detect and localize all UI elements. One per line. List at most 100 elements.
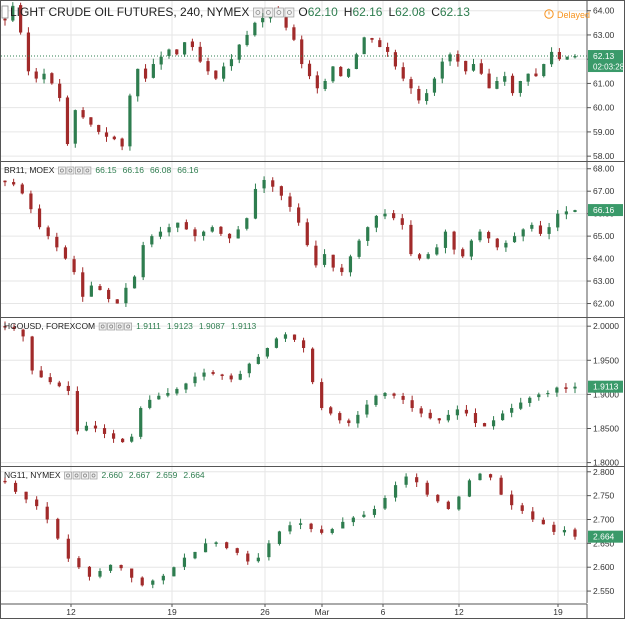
candle bbox=[365, 400, 369, 418]
candle-body bbox=[24, 491, 28, 500]
candle-body bbox=[46, 227, 50, 237]
candle-body bbox=[446, 414, 450, 421]
pane-legend: HGOUSD, FOREXCOM 1.9111 1.9123 1.9087 1.9113 bbox=[4, 321, 257, 331]
price-axis[interactable]: 2.800 2.750 2.700 2.650 2.600 2.550 2.664 bbox=[586, 467, 623, 603]
close-icon[interactable] bbox=[83, 166, 92, 175]
candle-body bbox=[552, 524, 556, 532]
add-icon-glyph bbox=[117, 324, 122, 329]
close-icon[interactable] bbox=[124, 322, 133, 331]
close-icon[interactable] bbox=[89, 471, 98, 480]
add-icon-glyph bbox=[276, 10, 282, 15]
add-icon[interactable] bbox=[81, 471, 89, 480]
candle bbox=[111, 429, 116, 443]
add-icon[interactable] bbox=[274, 7, 284, 18]
candle-body bbox=[338, 413, 342, 421]
candle bbox=[510, 490, 514, 510]
candle-body bbox=[410, 400, 414, 409]
candle-body bbox=[503, 76, 507, 82]
candles bbox=[3, 472, 577, 589]
candle-body bbox=[58, 83, 62, 98]
add-icon[interactable] bbox=[115, 322, 124, 331]
candle bbox=[3, 17, 7, 26]
candle bbox=[555, 386, 559, 397]
candle-body bbox=[77, 558, 81, 568]
candle bbox=[277, 530, 282, 546]
candle-body bbox=[235, 548, 239, 553]
settings-icon[interactable] bbox=[66, 166, 75, 175]
candle-body bbox=[510, 75, 515, 94]
candle bbox=[166, 388, 170, 398]
candle bbox=[66, 534, 70, 562]
candle-body bbox=[66, 385, 70, 391]
candle bbox=[235, 547, 239, 556]
candle-body bbox=[229, 59, 234, 67]
candle bbox=[12, 324, 16, 331]
candle bbox=[211, 370, 215, 376]
candle-body bbox=[311, 348, 315, 383]
candle-body bbox=[167, 227, 171, 233]
ohlc-value: 62.10 bbox=[308, 5, 338, 19]
candle-body bbox=[190, 41, 194, 48]
add-icon[interactable] bbox=[75, 166, 83, 175]
eye-icon[interactable] bbox=[98, 322, 107, 331]
candle-body bbox=[339, 66, 343, 77]
candle bbox=[167, 223, 171, 237]
candle-body bbox=[393, 485, 398, 498]
candle bbox=[20, 182, 24, 195]
candle bbox=[400, 214, 404, 230]
candle-body bbox=[98, 286, 102, 291]
price-axis[interactable]: 64.0063.0062.0061.0060.0059.0058.0062.13… bbox=[586, 1, 625, 161]
close-icon-frame bbox=[83, 166, 92, 175]
candle bbox=[404, 473, 408, 488]
settings-icon[interactable] bbox=[263, 7, 274, 18]
candle bbox=[298, 518, 303, 530]
candle bbox=[392, 392, 396, 399]
candle bbox=[161, 573, 165, 585]
candle bbox=[348, 254, 353, 277]
pane-legend: LIGHT CRUDE OIL FUTURES, 240, NYMEX O 62.1… bbox=[1, 5, 470, 19]
candle bbox=[253, 183, 258, 220]
price-tick-label: 67.00 bbox=[593, 186, 615, 196]
candle-body bbox=[210, 227, 214, 232]
candle-body bbox=[139, 408, 143, 437]
candle-body bbox=[119, 564, 123, 569]
candle-body bbox=[3, 180, 7, 183]
price-axis[interactable]: 2.0000 1.9500 1.9000 1.8500 1.8000 1.9113 bbox=[586, 318, 623, 468]
close-icon[interactable] bbox=[284, 7, 295, 18]
candle bbox=[84, 421, 89, 432]
candle bbox=[227, 233, 232, 244]
candle bbox=[48, 373, 52, 385]
candle bbox=[136, 68, 140, 102]
candle bbox=[314, 240, 318, 268]
candle-body bbox=[13, 482, 18, 492]
candle bbox=[202, 368, 206, 381]
candle-body bbox=[301, 340, 306, 349]
candle-body bbox=[167, 49, 171, 57]
candle bbox=[573, 209, 577, 213]
close-icon-glyph bbox=[287, 10, 292, 15]
price-tick-label: 1.9000 bbox=[593, 389, 619, 399]
settings-icon[interactable] bbox=[72, 471, 81, 480]
candle-body bbox=[229, 375, 233, 380]
candle bbox=[341, 517, 345, 529]
candle-body bbox=[320, 529, 324, 533]
candle-body bbox=[246, 553, 250, 562]
settings-icon-frame bbox=[72, 471, 81, 480]
grid bbox=[1, 318, 587, 466]
candle bbox=[247, 362, 251, 378]
eye-icon[interactable] bbox=[253, 7, 263, 18]
candle-body bbox=[362, 37, 366, 55]
candle bbox=[73, 109, 77, 148]
candle bbox=[562, 526, 567, 536]
eye-icon[interactable] bbox=[64, 471, 72, 480]
settings-icon[interactable] bbox=[107, 322, 116, 331]
close-icon-frame bbox=[89, 471, 98, 480]
candle-body bbox=[473, 413, 478, 424]
eye-icon[interactable] bbox=[58, 166, 66, 175]
close-icon-glyph bbox=[85, 168, 90, 173]
time-axis[interactable]: 12 19 26 Mar 6 12 19 bbox=[0, 603, 588, 619]
price-tick-label: 61.00 bbox=[593, 78, 615, 88]
candle-body bbox=[417, 254, 422, 259]
